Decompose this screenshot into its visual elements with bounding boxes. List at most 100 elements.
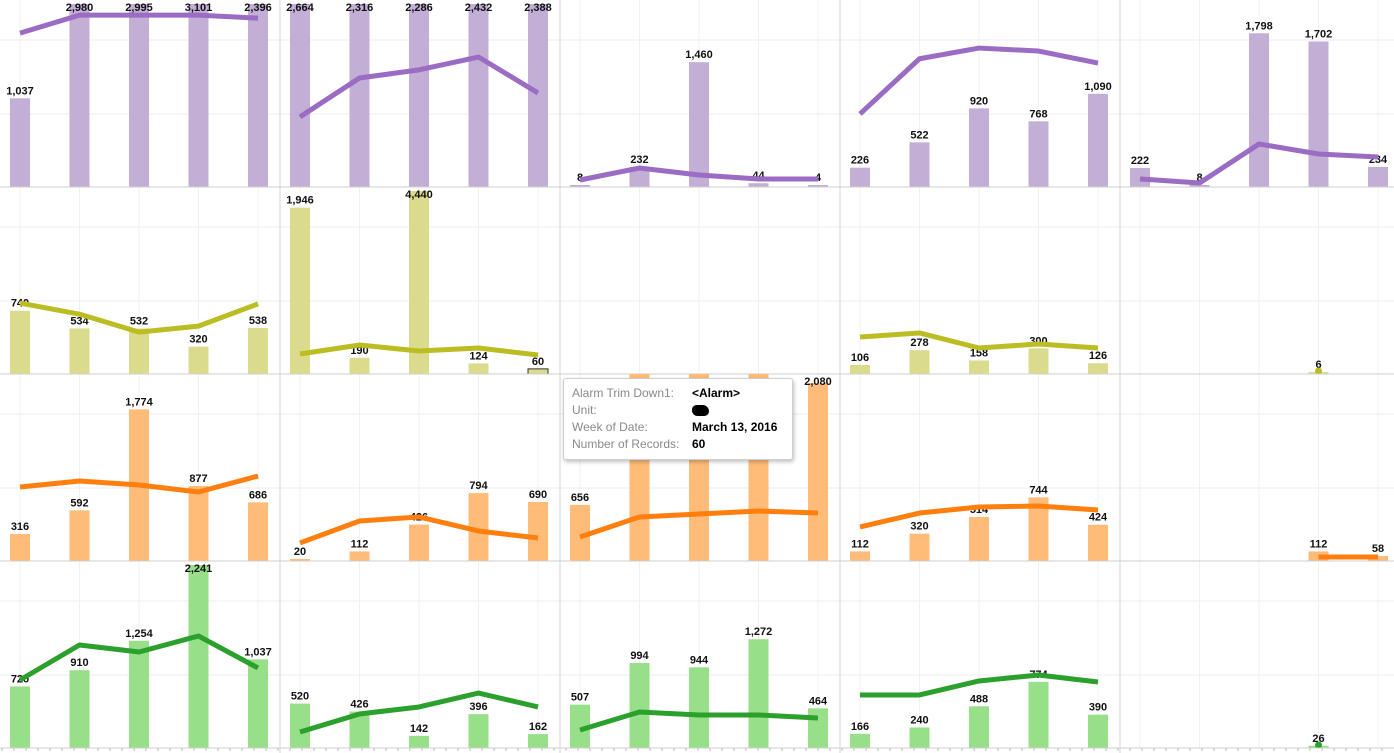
bar-label: 1,774 xyxy=(125,396,153,408)
tooltip: Alarm Trim Down1: <Alarm> Unit: Week of D… xyxy=(563,378,793,460)
bar[interactable] xyxy=(808,383,828,561)
bar[interactable] xyxy=(349,551,370,561)
bar[interactable] xyxy=(570,504,590,561)
bar[interactable] xyxy=(129,640,149,748)
bar[interactable] xyxy=(969,108,989,187)
bar-label: 2,316 xyxy=(346,2,374,14)
bar[interactable] xyxy=(909,142,930,187)
bar[interactable] xyxy=(1088,524,1108,561)
bar[interactable] xyxy=(248,502,268,561)
bar[interactable] xyxy=(290,207,310,374)
bar-label: 538 xyxy=(249,315,267,327)
bar[interactable] xyxy=(1130,168,1150,187)
bar[interactable] xyxy=(748,639,769,748)
bar[interactable] xyxy=(290,703,310,748)
bar[interactable] xyxy=(969,706,989,748)
bar[interactable] xyxy=(909,727,930,748)
bar[interactable] xyxy=(290,559,310,561)
bar[interactable] xyxy=(10,98,30,187)
bar[interactable] xyxy=(1028,121,1049,187)
trend-line xyxy=(858,45,1099,116)
panel: 2,664 2,316 2,286 2,432 2,388 xyxy=(286,2,552,187)
bar[interactable] xyxy=(69,328,90,374)
bar[interactable] xyxy=(808,708,828,748)
bar[interactable] xyxy=(570,185,590,187)
bar[interactable] xyxy=(808,185,828,187)
bar[interactable] xyxy=(570,704,590,748)
tooltip-row-week: Week of Date: March 13, 2016 xyxy=(572,420,778,434)
bar[interactable] xyxy=(10,686,30,748)
bar-label: 920 xyxy=(970,95,988,107)
bar[interactable] xyxy=(629,167,650,187)
bar-label: 158 xyxy=(970,347,988,359)
bar[interactable] xyxy=(129,328,149,374)
bar[interactable] xyxy=(349,357,370,374)
bar[interactable] xyxy=(468,493,489,561)
bar[interactable] xyxy=(1088,363,1108,374)
bar[interactable] xyxy=(1189,185,1210,187)
bar[interactable] xyxy=(409,524,429,561)
bar[interactable] xyxy=(909,350,930,374)
bar[interactable] xyxy=(528,734,548,748)
bar[interactable] xyxy=(850,733,870,748)
tooltip-row-alarm: Alarm Trim Down1: <Alarm> xyxy=(572,386,741,400)
bar[interactable] xyxy=(409,191,429,374)
bar[interactable] xyxy=(909,533,930,561)
bar-label: 226 xyxy=(851,155,869,167)
bar[interactable] xyxy=(527,368,549,375)
bar[interactable] xyxy=(468,4,489,187)
bar[interactable] xyxy=(1028,348,1049,374)
bar[interactable] xyxy=(188,346,209,374)
bar[interactable] xyxy=(1028,681,1049,748)
bar[interactable] xyxy=(188,486,209,561)
bar[interactable] xyxy=(969,517,989,561)
bar[interactable] xyxy=(10,310,30,374)
bar[interactable] xyxy=(969,360,989,374)
bar-label: 20 xyxy=(294,546,306,558)
bar[interactable] xyxy=(188,565,209,748)
bar[interactable] xyxy=(409,4,429,187)
trend-line xyxy=(19,300,259,335)
bar[interactable] xyxy=(629,663,650,748)
bar-label: 106 xyxy=(851,352,869,364)
bar[interactable] xyxy=(689,667,709,748)
bar[interactable] xyxy=(69,510,90,561)
trend-line xyxy=(19,473,259,495)
bar[interactable] xyxy=(1088,93,1108,187)
bar[interactable] xyxy=(528,502,548,561)
bar[interactable] xyxy=(468,714,489,748)
bar[interactable] xyxy=(1308,41,1329,187)
bar-label: 112 xyxy=(1310,538,1328,550)
bar[interactable] xyxy=(1088,714,1108,748)
bar[interactable] xyxy=(1028,497,1049,561)
bar[interactable] xyxy=(10,533,30,561)
bar[interactable] xyxy=(69,4,90,187)
bar-label: 2,388 xyxy=(524,2,552,14)
bar[interactable] xyxy=(188,4,209,187)
bar[interactable] xyxy=(248,328,268,374)
bar-label: 2,286 xyxy=(405,2,433,14)
bar[interactable] xyxy=(1368,166,1388,187)
bar[interactable] xyxy=(349,4,370,187)
bar[interactable] xyxy=(850,167,870,187)
bar-label: 2,980 xyxy=(66,2,94,14)
bar[interactable] xyxy=(850,551,870,561)
bar[interactable] xyxy=(528,4,548,187)
bar[interactable] xyxy=(349,711,370,748)
bar[interactable] xyxy=(850,364,870,374)
redacted-unit xyxy=(692,402,709,419)
bar-label: 2,995 xyxy=(125,2,153,14)
bar[interactable] xyxy=(409,735,429,748)
bar[interactable] xyxy=(69,670,90,748)
bar[interactable] xyxy=(689,62,709,187)
bar[interactable] xyxy=(468,363,489,374)
bar[interactable] xyxy=(248,659,268,748)
bar[interactable] xyxy=(290,4,310,187)
bar[interactable] xyxy=(1249,33,1269,188)
bar[interactable] xyxy=(748,183,769,187)
bar[interactable] xyxy=(129,4,149,187)
panel: 507 994 944 1,272 464 xyxy=(570,626,828,748)
bar-label: 3,101 xyxy=(185,2,213,14)
bar[interactable] xyxy=(248,4,268,187)
